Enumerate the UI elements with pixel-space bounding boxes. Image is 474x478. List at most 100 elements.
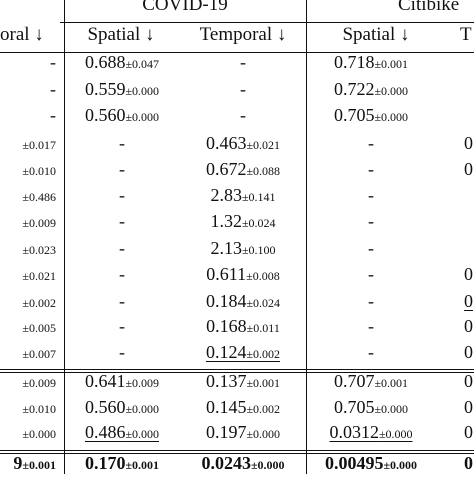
cell-mean: 0.170	[84, 453, 126, 473]
table-cell-fragment: 0	[464, 133, 473, 153]
cell-mean: 0.124	[205, 342, 247, 362]
cell-mean: 0.560	[84, 105, 126, 125]
cell-std: ±0.000	[374, 110, 409, 124]
table-cell: 0.611±0.008	[180, 261, 306, 287]
cell-mean: 0.197	[205, 422, 247, 442]
table-cell: ±0.010	[0, 394, 56, 420]
table-cell: 0.718±0.001	[308, 49, 434, 75]
table-cell: -	[308, 288, 434, 314]
cell-mean: -	[119, 185, 125, 205]
column-divider-left	[64, 0, 65, 474]
table-cell-fragment: 0	[464, 453, 473, 473]
table-cell: ±0.009	[0, 368, 56, 394]
table-cell: -	[308, 182, 434, 208]
table-cell: ±0.000	[0, 419, 56, 445]
table-cell: ±0.002	[0, 288, 56, 314]
table-cell: ±0.486	[0, 182, 56, 208]
cell-mean: 0.0312	[329, 422, 379, 442]
cell-mean: 0.705	[333, 397, 375, 417]
cell-std: ±0.000	[374, 84, 409, 98]
cell-std: ±0.024	[241, 216, 276, 230]
table-cell: -	[0, 76, 56, 102]
table-cell-fragment: 0	[464, 264, 473, 284]
cell-mean: -	[368, 316, 374, 336]
cell-std: ±0.002	[246, 347, 281, 361]
group-header-covid: COVID-19	[142, 0, 228, 15]
table-cell: 0.0312±0.000	[308, 419, 434, 445]
table-cell: -	[180, 102, 306, 128]
table-cell: ±0.023	[0, 235, 56, 261]
cell-mean: -	[368, 342, 374, 362]
column-header-fragment: oral ↓	[0, 24, 44, 45]
cell-std: ±0.486	[22, 190, 56, 204]
cell-mean: -	[50, 105, 56, 125]
table-cell: 0.0243±0.000	[180, 450, 306, 476]
table-cell: -	[308, 339, 434, 365]
cell-std: ±0.009	[125, 376, 160, 390]
cell-std: ±0.017	[22, 138, 56, 152]
cell-mean: 0.137	[205, 371, 247, 391]
cell-mean: -	[368, 291, 374, 311]
table-cell: 0.707±0.001	[308, 368, 434, 394]
table-cell: -	[308, 130, 434, 156]
cell-mean: 0.707	[333, 371, 375, 391]
cell-mean: -	[119, 238, 125, 258]
cell-std: ±0.021	[22, 269, 56, 283]
table-cell: 0.145±0.002	[180, 394, 306, 420]
cell-mean: 0.718	[333, 52, 375, 72]
cell-std: ±0.000	[374, 402, 409, 416]
table-cell-fragment: 0	[464, 371, 473, 391]
cell-mean: 0.672	[205, 159, 247, 179]
cell-std: ±0.023	[22, 243, 56, 257]
cell-std: ±0.000	[125, 110, 160, 124]
table-cell-fragment: 0	[464, 291, 473, 311]
cell-std: ±0.000	[125, 402, 160, 416]
cell-mean: -	[240, 52, 246, 72]
cell-std: ±0.021	[246, 138, 281, 152]
cell-std: ±0.007	[22, 347, 56, 361]
cell-std: ±0.001	[246, 376, 281, 390]
table-cell: 0.170±0.001	[66, 450, 178, 476]
cell-mean: -	[119, 316, 125, 336]
table-cell: 0.463±0.021	[180, 130, 306, 156]
table-cell: ±0.010	[0, 156, 56, 182]
column-header-spatial-covid: Spatial ↓	[87, 24, 155, 45]
table-cell: -	[0, 49, 56, 75]
table-cell: -	[66, 313, 178, 339]
table-cell: 9±0.001	[0, 450, 56, 476]
table-cell: -	[66, 208, 178, 234]
cell-std: ±0.010	[22, 164, 56, 178]
table-cell: 0.168±0.011	[180, 313, 306, 339]
cell-std: ±0.010	[22, 402, 56, 416]
table-cell: 0.722±0.000	[308, 76, 434, 102]
group-rule-1	[0, 369, 474, 370]
table-cell: 2.13±0.100	[180, 235, 306, 261]
cell-mean: -	[119, 291, 125, 311]
cell-mean: -	[50, 52, 56, 72]
table-cell: -	[66, 156, 178, 182]
table-cell: -	[66, 130, 178, 156]
table-cell: 0.705±0.000	[308, 102, 434, 128]
cell-mean: 0.611	[206, 264, 247, 284]
table-cell-fragment: 0	[464, 422, 473, 442]
table-cell: ±0.009	[0, 208, 56, 234]
table-cell: 0.184±0.024	[180, 288, 306, 314]
cell-mean: -	[119, 159, 125, 179]
cell-std: ±0.011	[246, 321, 280, 335]
table-cell: 0.641±0.009	[66, 368, 178, 394]
table-cell: -	[308, 156, 434, 182]
cell-std: ±0.024	[246, 296, 281, 310]
cell-std: ±0.002	[22, 296, 56, 310]
column-header-fragment-right: T	[460, 24, 472, 45]
cell-std: ±0.000	[125, 427, 160, 441]
cell-mean: -	[368, 159, 374, 179]
cell-mean: 0.641	[84, 371, 126, 391]
cell-std: ±0.047	[125, 57, 160, 71]
table-cell: ±0.007	[0, 339, 56, 365]
cell-std: ±0.000	[383, 458, 418, 472]
table-cell: -	[66, 235, 178, 261]
table-cell: -	[308, 261, 434, 287]
cell-std: ±0.088	[246, 164, 281, 178]
final-rule-1	[0, 450, 474, 451]
cell-std: ±0.005	[22, 321, 56, 335]
